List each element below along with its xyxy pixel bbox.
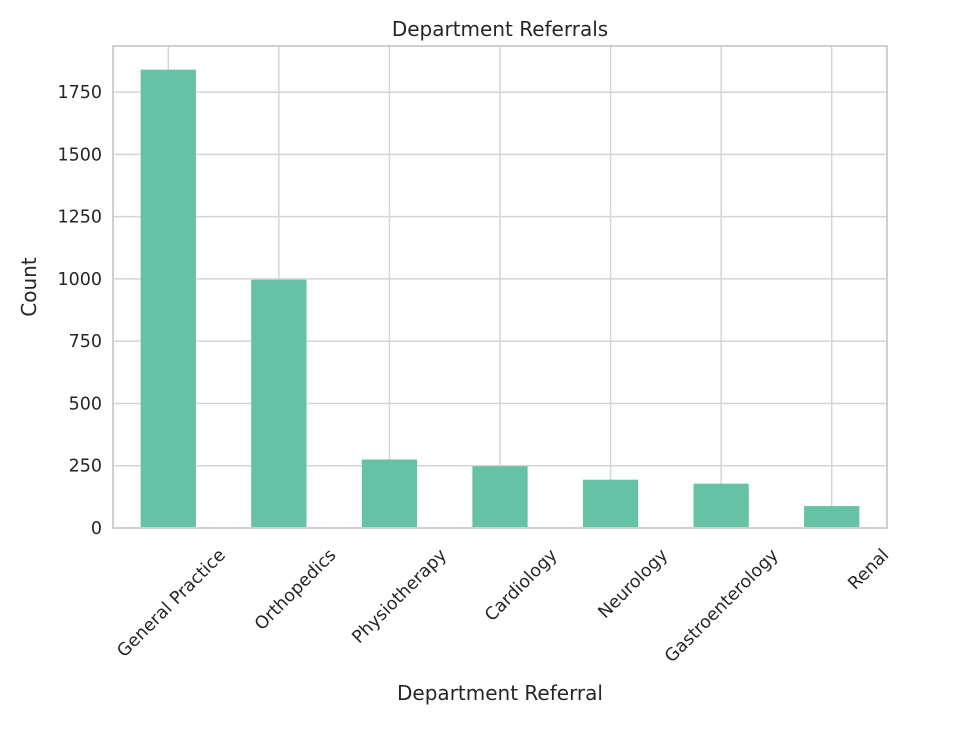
y-tick-label: 500: [69, 394, 102, 414]
bar: [251, 279, 307, 528]
y-tick-label: 0: [91, 519, 102, 539]
x-tick-label: Cardiology: [481, 545, 561, 625]
y-tick-label: 1500: [57, 145, 102, 165]
grid: [113, 46, 887, 529]
y-tick-label: 1250: [57, 208, 102, 228]
y-tick-label: 250: [69, 457, 102, 477]
x-axis-ticks: General Practice Orthopedics Physiotherapy…: [114, 545, 894, 667]
x-tick-label: General Practice: [114, 545, 230, 661]
x-tick-label: Neurology: [595, 545, 672, 622]
y-axis-ticks: 0 250 500 750 1000 1250 1500 1750: [57, 83, 102, 539]
y-tick-label: 1000: [57, 270, 102, 290]
bar: [472, 466, 528, 528]
y-tick-label: 750: [69, 332, 102, 352]
bar: [693, 483, 749, 528]
x-tick-label: Gastroenterology: [661, 545, 783, 667]
bar: [582, 479, 639, 528]
bar: [140, 69, 196, 528]
x-tick-label: Physiotherapy: [349, 545, 451, 647]
x-tick-label: Renal: [845, 545, 894, 594]
bar: [361, 459, 418, 528]
chart-title: Department Referrals: [392, 17, 608, 41]
bars: [140, 69, 860, 528]
bar: [804, 506, 860, 528]
x-axis-label: Department Referral: [397, 681, 603, 705]
plot-frame: [112, 45, 888, 529]
y-tick-label: 1750: [57, 83, 102, 103]
x-tick-label: Orthopedics: [251, 545, 340, 634]
y-axis-label: Count: [17, 257, 41, 317]
